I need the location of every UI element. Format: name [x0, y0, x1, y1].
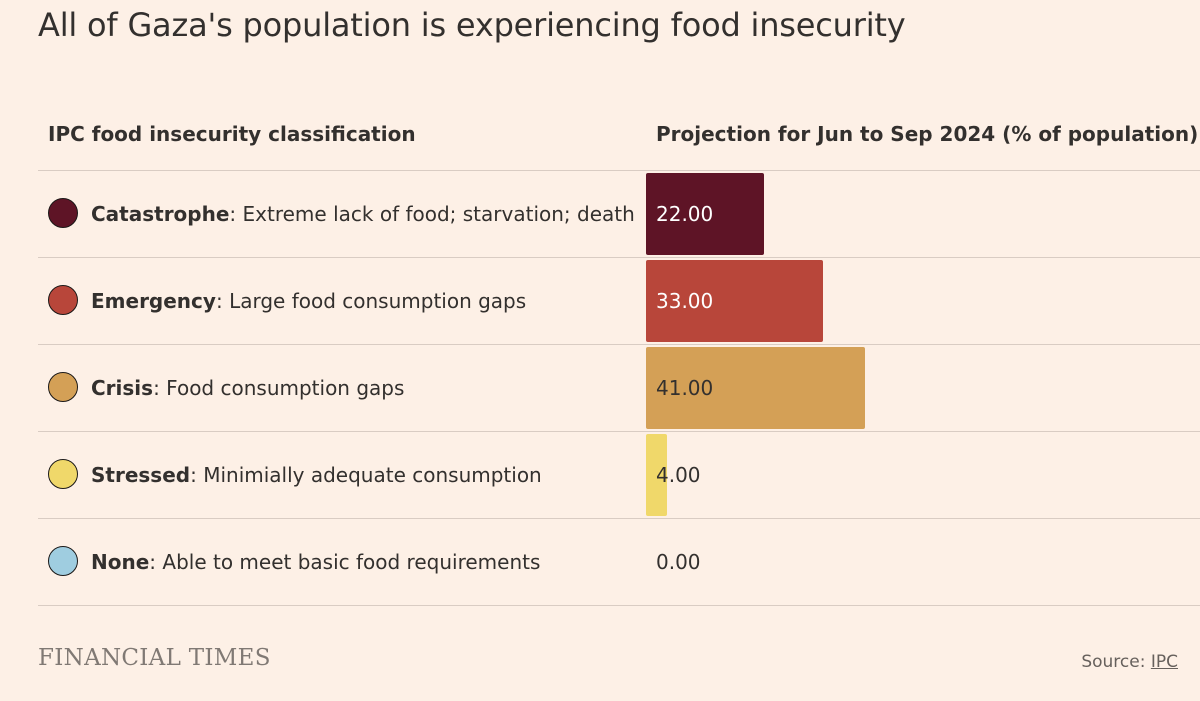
category-label: Emergency [91, 289, 216, 313]
table-row-stressed: Stressed: Minimially adequate consumptio… [38, 431, 1200, 518]
table-row-emergency: Emergency: Large food consumption gaps 3… [38, 257, 1200, 344]
value-label-none: 0.00 [656, 550, 701, 574]
crisis-swatch-icon [48, 372, 78, 402]
category-description: Extreme lack of food; starvation; death [242, 202, 635, 226]
source-link[interactable]: IPC [1150, 652, 1178, 672]
stressed-swatch-icon [48, 459, 78, 489]
catastrophe-swatch-icon [48, 198, 78, 228]
bar-catastrophe [646, 173, 764, 255]
category-label: Stressed [91, 463, 191, 487]
category-description: Minimially adequate consumption [203, 463, 542, 487]
emergency-swatch-icon [48, 285, 78, 315]
classification-column-header: IPC food insecurity classification [48, 122, 416, 146]
value-label-catastrophe: 22.00 [656, 202, 714, 226]
value-label-stressed: 4.00 [656, 463, 701, 487]
bar-stressed [646, 434, 668, 516]
chart-title: All of Gaza's population is experiencing… [38, 6, 906, 44]
category-label: Catastrophe [91, 202, 230, 226]
category-description: Able to meet basic food requirements [162, 550, 541, 574]
value-label-crisis: 41.00 [656, 376, 714, 400]
source-credit: Source: IPC [1081, 652, 1178, 672]
table-row-crisis: Crisis: Food consumption gaps 41.00 [38, 344, 1200, 431]
value-label-emergency: 33.00 [656, 289, 714, 313]
category-label: None [91, 550, 150, 574]
ft-logo: FINANCIAL TIMES [38, 645, 271, 671]
bar-crisis [646, 347, 866, 429]
source-label: Source: [1081, 652, 1151, 672]
projection-column-header: Projection for Jun to Sep 2024 (% of pop… [656, 122, 1199, 146]
category-description: Food consumption gaps [166, 376, 405, 400]
none-swatch-icon [48, 546, 78, 576]
classification-table: Catastrophe: Extreme lack of food; starv… [38, 170, 1200, 606]
category-label: Crisis [91, 376, 154, 400]
category-description: Large food consumption gaps [229, 289, 527, 313]
table-row-catastrophe: Catastrophe: Extreme lack of food; starv… [38, 170, 1200, 257]
bar-emergency [646, 260, 823, 342]
table-row-none: None: Able to meet basic food requiremen… [38, 518, 1200, 606]
